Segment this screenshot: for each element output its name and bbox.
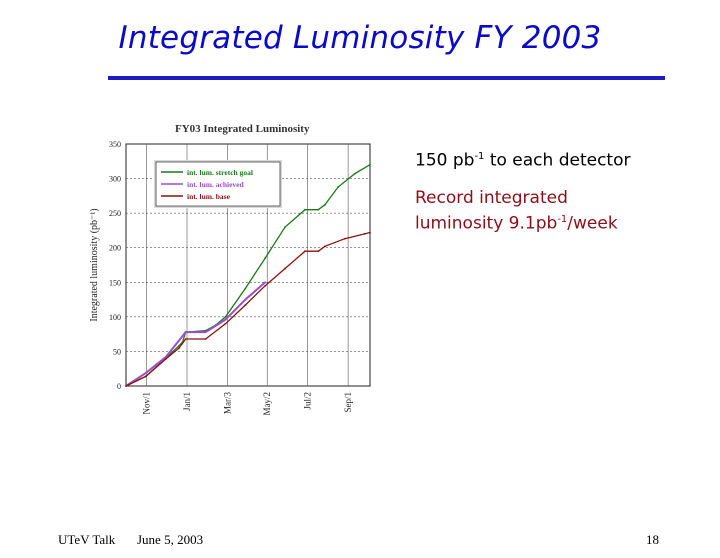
series-3-point	[324, 245, 326, 248]
series-3-point	[264, 284, 267, 287]
series-3-point	[204, 338, 207, 340]
footer-talk: UTeV Talk	[58, 532, 116, 547]
series-1-point	[337, 185, 340, 188]
series-3-point	[164, 358, 167, 360]
bullet-detector-target: 150 pb-1 to each detector	[415, 146, 705, 172]
bullet-2-sup: -1	[557, 214, 568, 225]
series-3-point	[317, 250, 320, 253]
series-1-point	[353, 172, 356, 175]
chart-svg: FY03 Integrated Luminosity 0 50 100 150 200 25…	[89, 123, 371, 416]
x-tick-label: May/2	[262, 392, 272, 416]
series-2-point	[184, 331, 187, 333]
series-1-point	[304, 208, 306, 211]
series-line-2	[125, 281, 266, 387]
plot-frame	[125, 143, 371, 387]
title-divider	[108, 76, 665, 80]
series-3-point	[363, 232, 366, 235]
bullet-2-line1: Record integrated	[415, 188, 568, 208]
y-tick-label: 200	[109, 244, 121, 253]
series-1-point	[284, 226, 287, 228]
footer-date: June 5, 2003	[137, 532, 204, 547]
series-2-point	[204, 331, 207, 333]
bullet-record-luminosity: Record integrated luminosity 9.1pb-1/week	[415, 187, 705, 235]
series-1-point	[324, 203, 326, 206]
x-tick-label: Nov/1	[142, 392, 152, 415]
series-2-point	[224, 318, 227, 321]
series-3-point	[244, 304, 247, 307]
series-2-point	[244, 298, 247, 301]
series-3-point	[304, 250, 306, 253]
bullet-1-prefix: 150 pb	[415, 150, 475, 171]
series-2-point	[181, 335, 184, 338]
chart-title: FY03 Integrated Luminosity	[175, 123, 310, 135]
legend-label-3: int. lum. base	[187, 192, 231, 201]
series-2-point	[264, 281, 267, 284]
y-tick-label: 250	[109, 209, 121, 218]
series-3-point	[343, 237, 346, 240]
y-tick-label: 150	[109, 278, 121, 287]
luminosity-chart: FY03 Integrated Luminosity 0 50 100 150 200 25…	[80, 110, 380, 435]
series-3-point	[178, 347, 180, 349]
series-3-point	[184, 338, 187, 340]
series-1-point	[264, 257, 267, 259]
y-tick-label: 100	[109, 313, 121, 322]
y-axis-label: Integrated luminosity (pb⁻¹)	[89, 208, 100, 321]
series-3-point	[224, 322, 227, 325]
legend-label-2: int. lum. achieved	[187, 180, 244, 189]
series-1-point	[224, 315, 227, 318]
bullet-2-prefix: luminosity 9.1pb	[415, 213, 558, 234]
series-3-point	[125, 385, 127, 387]
y-tick-label: 50	[113, 347, 121, 356]
series-3-point	[284, 267, 287, 270]
legend-label-1: int. lum. stretch goal	[187, 168, 253, 177]
x-tick-label: Jan/1	[182, 392, 192, 411]
series-3-point	[144, 375, 147, 378]
series-line-3	[125, 231, 371, 387]
series-1-point	[317, 208, 320, 211]
y-tick-label: 350	[109, 140, 121, 149]
series-1-point	[244, 287, 247, 290]
series-2-point	[164, 356, 167, 358]
series-3-point	[369, 231, 371, 234]
footer-page-number: 18	[646, 532, 659, 547]
y-tick-label: 300	[109, 175, 121, 184]
bullet-2-suffix: /week	[567, 213, 618, 234]
series-2-point	[144, 371, 147, 374]
y-tick-label: 0	[117, 382, 121, 391]
series-1-point	[369, 163, 371, 166]
x-tick-label: Jul/2	[303, 392, 313, 410]
bullet-1-sup: -1	[474, 151, 485, 162]
x-tick-label: Sep/1	[343, 392, 353, 413]
slide-title: Integrated Luminosity FY 2003	[118, 20, 602, 56]
bullet-1-suffix: to each detector	[484, 150, 631, 171]
x-tick-label: Mar/3	[222, 392, 232, 414]
